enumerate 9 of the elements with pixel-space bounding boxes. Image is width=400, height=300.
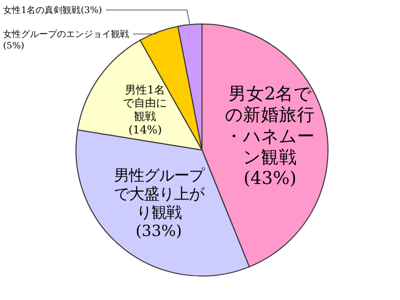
slice-label: 女性1名の真剣観戦(3%) <box>3 5 102 16</box>
data-label: (43%) <box>244 168 297 189</box>
slice-label: 女性グループのエンジョイ観戦 <box>3 29 129 40</box>
slice-label: 男性グループで大盛り上がり観戦 <box>114 166 205 222</box>
slice-label: 男性1名で自由に観戦 <box>123 83 168 123</box>
slice-label: 男女2名での新婚旅行・ハネムーン観戦 <box>225 84 316 168</box>
data-label: (5%) <box>3 42 24 52</box>
data-label: (33%) <box>136 222 182 240</box>
data-label: (14%) <box>128 123 162 136</box>
